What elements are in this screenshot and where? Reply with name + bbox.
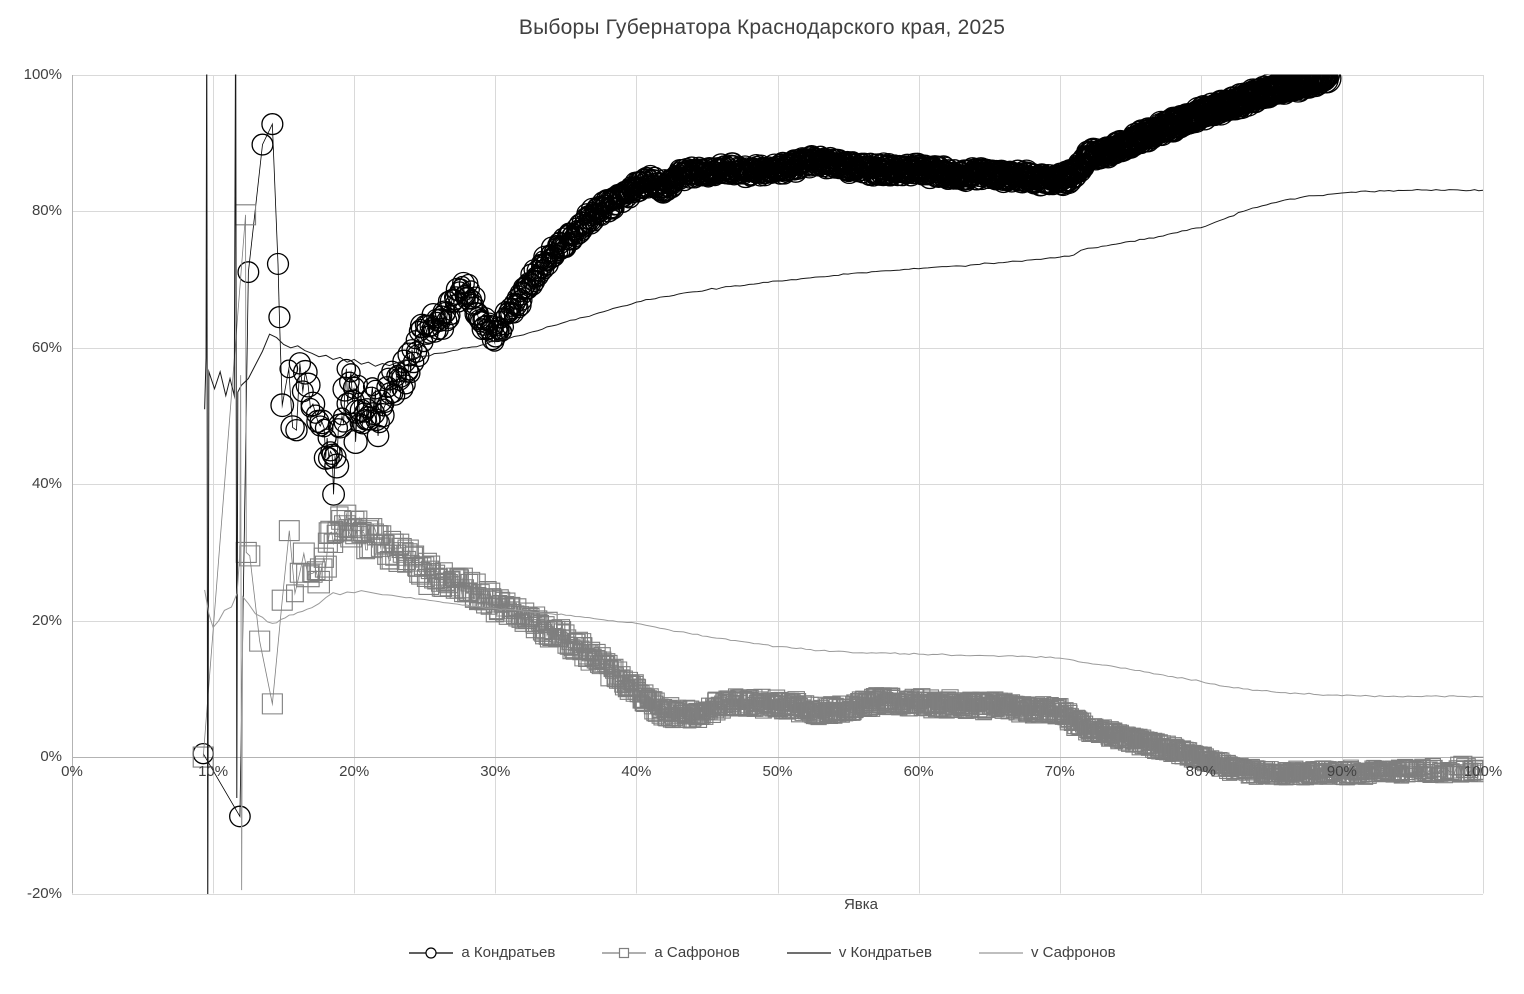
y-tick-label: 40% [31, 475, 62, 493]
x-tick-label: 60% [903, 763, 934, 780]
legend: а Кондратьев а Сафронов v Кондратьев v Сафр… [0, 944, 1524, 961]
legend-item-v-safronov: v Сафронов [978, 944, 1116, 961]
x-tick-label: 40% [621, 763, 652, 780]
x-tick-label: 80% [1185, 763, 1216, 780]
y-tick-label: 60% [31, 338, 62, 356]
legend-label: v Сафронов [1030, 944, 1116, 961]
y-tick-label: 100% [23, 66, 62, 83]
legend-marker-circle-icon [409, 946, 454, 959]
y-tick-label: 80% [31, 202, 62, 220]
legend-item-a-kondratyev: а Кондратьев [408, 944, 555, 961]
chart-title: Выборы Губернатора Краснодарского края, … [518, 16, 1006, 39]
x-tick-label: 50% [762, 763, 793, 780]
legend-marker-none-icon [978, 951, 1023, 954]
legend-marker-square-icon [602, 947, 647, 958]
legend-label: v Кондратьев [838, 944, 932, 961]
x-tick-label: 30% [480, 763, 511, 780]
x-tick-label: 90% [1326, 763, 1357, 780]
x-tick-label: 0% [61, 763, 83, 780]
x-axis-title: Явка [843, 896, 879, 913]
y-tick-label: 0% [40, 748, 62, 766]
y-tick-label: -20% [26, 884, 62, 902]
y-tick-label: 20% [31, 611, 62, 629]
legend-item-v-kondratyev: v Кондратьев [786, 944, 932, 961]
x-tick-label: 20% [339, 763, 370, 780]
legend-item-a-safronov: а Сафронов [601, 944, 740, 961]
x-tick-label: 100% [1463, 763, 1503, 780]
legend-label: а Кондратьев [461, 944, 556, 961]
x-tick-label: 10% [198, 763, 229, 780]
legend-label: а Сафронов [654, 944, 740, 961]
x-tick-label: 70% [1044, 763, 1075, 780]
legend-marker-none-icon [786, 951, 831, 954]
